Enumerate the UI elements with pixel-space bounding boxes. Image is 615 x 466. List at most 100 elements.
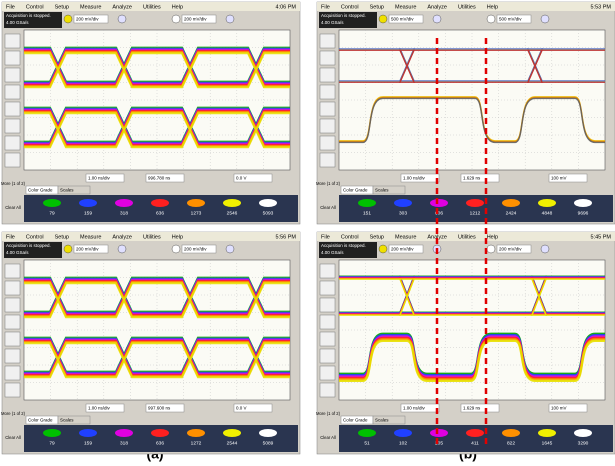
field-box[interactable] [85, 173, 125, 183]
menu-item[interactable]: Help [487, 4, 498, 10]
menu-item[interactable]: Measure [80, 234, 101, 240]
tool-button[interactable] [4, 365, 21, 381]
channel-button[interactable] [225, 244, 235, 254]
menu-item[interactable]: Help [487, 234, 498, 240]
menu-item[interactable]: Control [341, 234, 359, 240]
menu-item[interactable]: Setup [55, 234, 69, 240]
field-box[interactable] [145, 403, 185, 413]
channel-button[interactable] [378, 14, 388, 24]
tool-button[interactable] [319, 50, 336, 66]
channel-button[interactable] [540, 244, 550, 254]
tool-button[interactable] [319, 382, 336, 398]
menu-item[interactable]: Setup [55, 4, 69, 10]
menu-item[interactable]: Utilities [143, 234, 161, 240]
tool-button[interactable] [4, 101, 21, 117]
tool-button[interactable] [319, 348, 336, 364]
tool-button[interactable] [4, 33, 21, 49]
more-button[interactable]: More (1 of 2) [1, 181, 26, 186]
tool-button[interactable] [319, 67, 336, 83]
channel-button[interactable] [225, 14, 235, 24]
tool-button[interactable] [4, 152, 21, 168]
more-button[interactable]: More (1 of 2) [316, 181, 341, 186]
field-box[interactable] [85, 403, 125, 413]
field-box[interactable] [145, 173, 185, 183]
tool-button[interactable] [319, 33, 336, 49]
tool-button[interactable] [4, 297, 21, 313]
channel-button[interactable] [117, 244, 127, 254]
menu-item[interactable]: Analyze [112, 234, 132, 240]
field-box[interactable] [233, 173, 273, 183]
tool-button[interactable] [319, 84, 336, 100]
tool-button[interactable] [319, 135, 336, 151]
clear-button[interactable]: Clear All [320, 435, 336, 440]
tool-button[interactable] [319, 297, 336, 313]
menu-item[interactable]: Control [26, 4, 44, 10]
channel-button[interactable] [540, 14, 550, 24]
menu-item[interactable]: Utilities [458, 234, 476, 240]
tab[interactable] [372, 415, 406, 425]
tool-button[interactable] [319, 263, 336, 279]
tool-button[interactable] [4, 50, 21, 66]
clear-button[interactable]: Clear All [5, 435, 21, 440]
clear-button[interactable]: Clear All [320, 205, 336, 210]
channel-button[interactable] [63, 14, 73, 24]
more-button[interactable]: More (1 of 2) [1, 411, 26, 416]
tool-button[interactable] [4, 382, 21, 398]
menu-item[interactable]: Measure [80, 4, 101, 10]
menu-item[interactable]: Analyze [427, 4, 447, 10]
legend-count: 159 [84, 210, 92, 216]
tool-button[interactable] [4, 314, 21, 330]
channel-button[interactable] [171, 244, 181, 254]
menu-item[interactable]: File [6, 4, 15, 10]
menu-item[interactable]: File [321, 4, 330, 10]
tool-button[interactable] [319, 152, 336, 168]
tool-button[interactable] [319, 280, 336, 296]
menu-item[interactable]: File [321, 234, 330, 240]
channel-button[interactable] [171, 14, 181, 24]
field-box[interactable] [233, 403, 273, 413]
tool-button[interactable] [319, 118, 336, 134]
tab[interactable] [57, 185, 91, 195]
menu-item[interactable]: Analyze [427, 234, 447, 240]
menu-item[interactable]: Setup [370, 4, 384, 10]
tool-button[interactable] [4, 84, 21, 100]
menu-item[interactable]: Measure [395, 234, 416, 240]
menu-item[interactable]: Setup [370, 234, 384, 240]
menu-item[interactable]: Measure [395, 4, 416, 10]
field-box[interactable] [460, 173, 500, 183]
menu-item[interactable]: Help [172, 234, 183, 240]
tool-button[interactable] [319, 101, 336, 117]
menu-item[interactable]: Utilities [458, 4, 476, 10]
tool-button[interactable] [4, 135, 21, 151]
menu-item[interactable]: Control [341, 4, 359, 10]
field-box[interactable] [460, 403, 500, 413]
field-box[interactable] [400, 403, 440, 413]
tool-button[interactable] [4, 118, 21, 134]
tool-button[interactable] [319, 331, 336, 347]
tool-button[interactable] [4, 263, 21, 279]
tool-button[interactable] [4, 67, 21, 83]
tab[interactable] [372, 185, 406, 195]
more-button[interactable]: More (1 of 2) [316, 411, 341, 416]
field-box[interactable] [548, 173, 588, 183]
channel-button[interactable] [63, 244, 73, 254]
channel-button[interactable] [432, 14, 442, 24]
channel-button[interactable] [378, 244, 388, 254]
menu-item[interactable]: File [6, 234, 15, 240]
tool-button[interactable] [319, 314, 336, 330]
tool-button[interactable] [4, 348, 21, 364]
menu-item[interactable]: Analyze [112, 4, 132, 10]
clear-button[interactable]: Clear All [5, 205, 21, 210]
tool-button[interactable] [4, 331, 21, 347]
tool-button[interactable] [319, 365, 336, 381]
menu-item[interactable]: Utilities [143, 4, 161, 10]
tab[interactable] [57, 415, 91, 425]
menu-item[interactable]: Help [172, 4, 183, 10]
field-box[interactable] [548, 403, 588, 413]
channel-button[interactable] [117, 14, 127, 24]
channel-button[interactable] [486, 244, 496, 254]
channel-button[interactable] [486, 14, 496, 24]
tool-button[interactable] [4, 280, 21, 296]
field-box[interactable] [400, 173, 440, 183]
menu-item[interactable]: Control [26, 234, 44, 240]
